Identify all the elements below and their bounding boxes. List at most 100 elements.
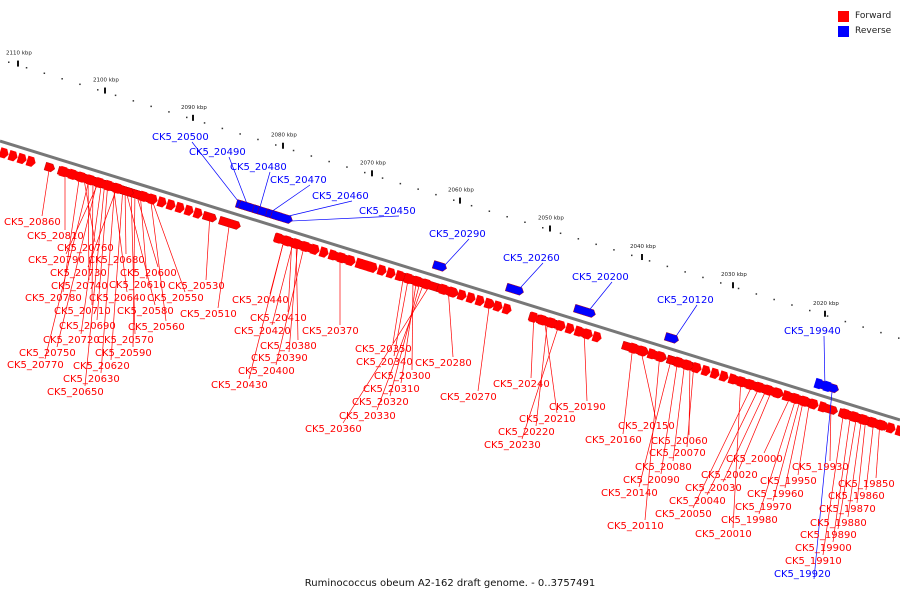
gene-label[interactable]: CK5_19860: [828, 491, 885, 502]
gene-label[interactable]: CK5_20750: [19, 348, 76, 359]
gene-label[interactable]: CK5_20230: [484, 440, 541, 451]
gene-label[interactable]: CK5_20240: [493, 379, 550, 390]
gene-label[interactable]: CK5_20570: [97, 335, 154, 346]
gene-label[interactable]: CK5_20060: [651, 436, 708, 447]
gene-label[interactable]: CK5_19870: [819, 504, 876, 515]
gene-label[interactable]: CK5_20690: [59, 321, 116, 332]
gene-label[interactable]: CK5_20590: [95, 348, 152, 359]
gene-label[interactable]: CK5_19910: [785, 556, 842, 567]
gene-label[interactable]: CK5_19900: [795, 543, 852, 554]
gene-label[interactable]: CK5_20040: [669, 496, 726, 507]
gene-label[interactable]: CK5_20390: [251, 353, 308, 364]
gene-label[interactable]: CK5_20360: [305, 424, 362, 435]
gene-label[interactable]: CK5_20070: [649, 448, 706, 459]
gene-label[interactable]: CK5_20370: [302, 326, 359, 337]
gene-label[interactable]: CK5_20210: [519, 414, 576, 425]
gene-label[interactable]: CK5_20550: [147, 293, 204, 304]
gene-label[interactable]: CK5_20430: [211, 380, 268, 391]
gene-label[interactable]: CK5_20300: [374, 371, 431, 382]
gene-label[interactable]: CK5_20790: [28, 255, 85, 266]
gene-label[interactable]: CK5_20310: [363, 384, 420, 395]
gene-label[interactable]: CK5_19960: [747, 489, 804, 500]
gene-label[interactable]: CK5_20440: [232, 295, 289, 306]
gene-feature[interactable]: [431, 260, 448, 273]
gene-label[interactable]: CK5_20380: [260, 341, 317, 352]
gene-label[interactable]: CK5_19980: [721, 515, 778, 526]
gene-label[interactable]: CK5_20190: [549, 402, 606, 413]
gene-label[interactable]: CK5_20330: [339, 411, 396, 422]
gene-label[interactable]: CK5_20400: [238, 366, 295, 377]
gene-label[interactable]: CK5_20500: [152, 132, 209, 143]
gene-label[interactable]: CK5_20200: [572, 272, 629, 283]
gene-label[interactable]: CK5_20470: [270, 175, 327, 186]
gene-label[interactable]: CK5_20120: [657, 295, 714, 306]
gene-label[interactable]: CK5_20280: [415, 358, 472, 369]
gene-label[interactable]: CK5_20260: [503, 253, 560, 264]
gene-feature[interactable]: [270, 210, 293, 224]
gene-label[interactable]: CK5_20530: [168, 281, 225, 292]
gene-feature[interactable]: [573, 304, 596, 318]
gene-label[interactable]: CK5_20580: [117, 306, 174, 317]
gene-label[interactable]: CK5_20270: [440, 392, 497, 403]
gene-label[interactable]: CK5_20020: [701, 470, 758, 481]
gene-label[interactable]: CK5_19950: [760, 476, 817, 487]
gene-label[interactable]: CK5_20810: [27, 231, 84, 242]
gene-label[interactable]: CK5_20780: [25, 293, 82, 304]
gene-label[interactable]: CK5_20050: [655, 509, 712, 520]
gene-label[interactable]: CK5_20010: [695, 529, 752, 540]
gene-label[interactable]: CK5_19970: [735, 502, 792, 513]
gene-label[interactable]: CK5_20720: [43, 335, 100, 346]
gene-label[interactable]: CK5_20680: [88, 255, 145, 266]
gene-label[interactable]: CK5_20080: [635, 462, 692, 473]
gene-feature[interactable]: [504, 282, 525, 296]
gene-label[interactable]: CK5_20090: [623, 475, 680, 486]
gene-label[interactable]: CK5_20420: [234, 326, 291, 337]
gene-block: [700, 364, 711, 377]
gene-label[interactable]: CK5_20110: [607, 521, 664, 532]
gene-label[interactable]: CK5_19920: [774, 569, 831, 580]
gene-label[interactable]: CK5_20340: [356, 357, 413, 368]
gene-label[interactable]: CK5_20770: [7, 360, 64, 371]
gene-block: [7, 150, 18, 162]
gene-label[interactable]: CK5_20160: [585, 435, 642, 446]
gene-label[interactable]: CK5_20350: [355, 344, 412, 355]
gene-label[interactable]: CK5_20630: [63, 374, 120, 385]
gene-feature[interactable]: [218, 215, 241, 230]
label-leader-line: [100, 183, 116, 374]
gene-label[interactable]: CK5_20480: [230, 162, 287, 173]
gene-label[interactable]: CK5_20140: [601, 488, 658, 499]
gene-label[interactable]: CK5_19890: [800, 530, 857, 541]
gene-label[interactable]: CK5_20000: [726, 454, 783, 465]
gene-label[interactable]: CK5_20600: [120, 268, 177, 279]
gene-label[interactable]: CK5_19880: [810, 518, 867, 529]
gene-label[interactable]: CK5_19940: [784, 326, 841, 337]
gene-label[interactable]: CK5_20220: [498, 427, 555, 438]
gene-label[interactable]: CK5_20410: [250, 313, 307, 324]
gene-label[interactable]: CK5_20620: [73, 361, 130, 372]
gene-label[interactable]: CK5_20860: [4, 217, 61, 228]
gene-label[interactable]: CK5_20610: [109, 280, 166, 291]
gene-label[interactable]: CK5_20640: [89, 293, 146, 304]
gene-label[interactable]: CK5_20760: [57, 243, 114, 254]
gene-label[interactable]: CK5_20740: [51, 281, 108, 292]
gene-label[interactable]: CK5_20510: [180, 309, 237, 320]
gene-label[interactable]: CK5_20650: [47, 387, 104, 398]
gene-label[interactable]: CK5_20710: [54, 306, 111, 317]
gene-label[interactable]: CK5_20490: [189, 147, 246, 158]
label-leader-line: [264, 184, 311, 217]
gene-label[interactable]: CK5_19850: [838, 479, 895, 490]
gene-label[interactable]: CK5_20730: [50, 268, 107, 279]
gene-feature[interactable]: [201, 210, 218, 223]
gene-label[interactable]: CK5_20030: [685, 483, 742, 494]
gene-label[interactable]: CK5_20150: [618, 421, 675, 432]
gene-label[interactable]: CK5_20460: [312, 191, 369, 202]
gene-label[interactable]: CK5_20560: [128, 322, 185, 333]
gene-block: [745, 378, 756, 391]
gene-label[interactable]: CK5_20290: [429, 229, 486, 240]
gene-label[interactable]: CK5_20320: [352, 397, 409, 408]
gene-label[interactable]: CK5_20450: [359, 206, 416, 217]
label-leader-line: [763, 393, 793, 454]
label-leader-line: [832, 411, 852, 543]
gene-label[interactable]: CK5_19930: [792, 462, 849, 473]
gene-feature[interactable]: [663, 332, 680, 344]
